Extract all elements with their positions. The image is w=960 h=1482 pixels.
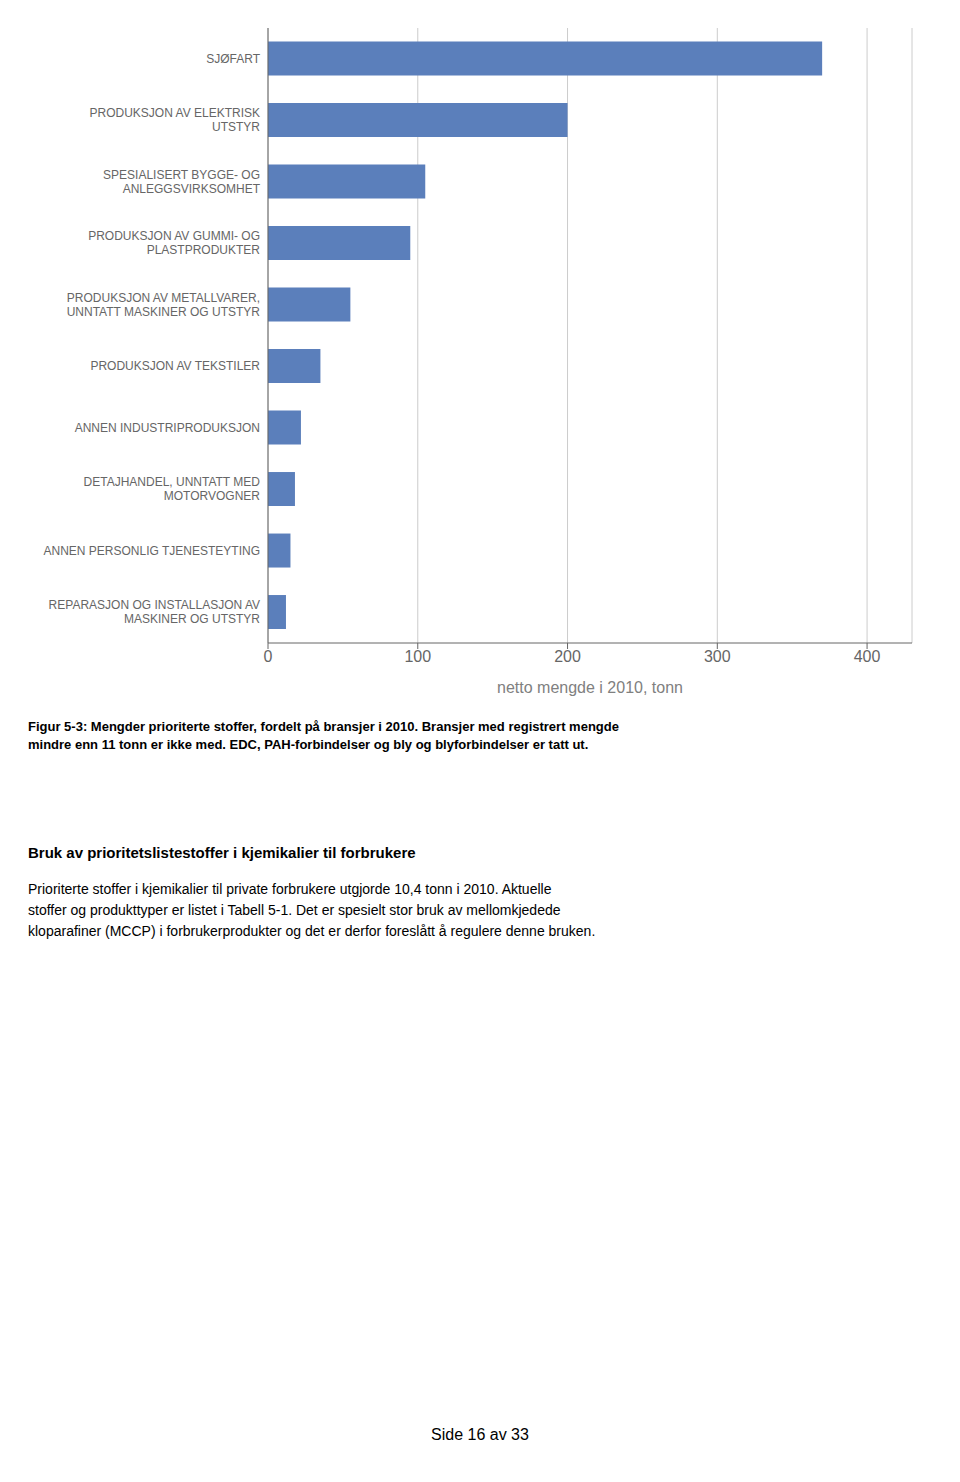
svg-text:ANNEN INDUSTRIPRODUKSJON: ANNEN INDUSTRIPRODUKSJON <box>75 421 260 435</box>
svg-text:DETAJHANDEL, UNNTATT MEDMOTORV: DETAJHANDEL, UNNTATT MEDMOTORVOGNER <box>84 475 261 503</box>
html-text:Prioriterte stoffer i kjemikal: Prioriterte stoffer i kjemikalier til pr… <box>28 881 596 940</box>
svg-text:netto mengde i 2010, tonn: netto mengde i 2010, tonn <box>497 679 683 696</box>
svg-text:200: 200 <box>554 648 581 665</box>
svg-text:PRODUKSJON AV ELEKTRISKUTSTYR: PRODUKSJON AV ELEKTRISKUTSTYR <box>90 106 261 134</box>
svg-text:SJØFART: SJØFART <box>206 52 260 66</box>
svg-text:400: 400 <box>854 648 881 665</box>
html-text:Side 16 av 33: Side 16 av 33 <box>431 1426 529 1443</box>
svg-text:300: 300 <box>704 648 731 665</box>
svg-text:PRODUKSJON AV GUMMI- OGPLASTPR: PRODUKSJON AV GUMMI- OGPLASTPRODUKTER <box>88 229 260 257</box>
svg-text:ANNEN PERSONLIG TJENESTEYTING: ANNEN PERSONLIG TJENESTEYTING <box>44 544 261 558</box>
svg-text:PRODUKSJON AV TEKSTILER: PRODUKSJON AV TEKSTILER <box>90 359 260 373</box>
svg-text:100: 100 <box>404 648 431 665</box>
svg-text:0: 0 <box>264 648 273 665</box>
svg-text:PRODUKSJON AV METALLVARER,UNNT: PRODUKSJON AV METALLVARER,UNNTATT MASKIN… <box>67 291 261 319</box>
svg-text:REPARASJON OG INSTALLASJON AVM: REPARASJON OG INSTALLASJON AVMASKINER OG… <box>49 598 261 626</box>
html-text:Figur 5-3: Mengder prioriterte: Figur 5-3: Mengder prioriterte stoffer, … <box>28 719 619 753</box>
html-text:Bruk av prioritetslistestoffer: Bruk av prioritetslistestoffer i kjemika… <box>28 844 416 862</box>
svg-text:SPESIALISERT BYGGE- OGANLEGGSV: SPESIALISERT BYGGE- OGANLEGGSVIRKSOMHET <box>103 168 261 196</box>
